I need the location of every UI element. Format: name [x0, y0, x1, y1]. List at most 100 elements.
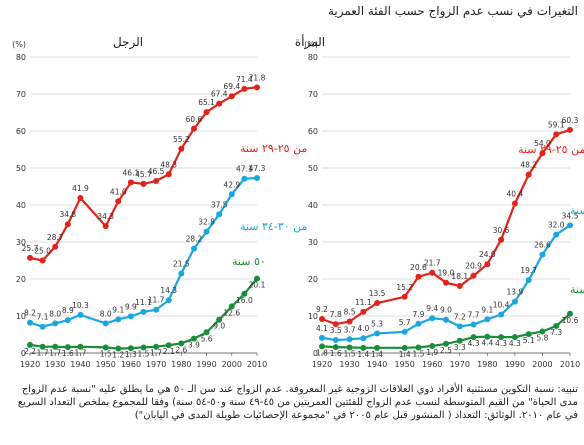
data-label: 21.5	[173, 259, 190, 268]
footnote: تنبيه: نسبة التكوين مستثنية الأفراد ذوي …	[17, 384, 578, 421]
data-point	[140, 344, 147, 351]
data-point	[254, 275, 260, 282]
data-label: 9.0	[440, 306, 452, 315]
data-label: 11.1	[135, 298, 152, 307]
data-point	[456, 337, 463, 344]
data-label: 1.5	[100, 349, 112, 358]
x-tick-label: 1950	[95, 360, 115, 369]
panel-title: المرأة	[295, 34, 325, 50]
data-point	[415, 320, 422, 327]
series-label: ٥٠ سنة	[570, 283, 584, 296]
x-tick-label: 1960	[422, 360, 442, 369]
data-label: 4.0	[357, 324, 369, 333]
data-point	[190, 335, 197, 342]
data-label: 1.7	[150, 349, 162, 358]
data-point	[190, 245, 197, 252]
data-label: 34.3	[97, 212, 114, 221]
x-tick-label: 1970	[146, 360, 166, 369]
data-point	[525, 171, 532, 178]
data-point	[27, 319, 33, 326]
y-tick-label: 30	[16, 238, 26, 247]
data-point	[115, 345, 122, 352]
y-tick-label: 60	[308, 127, 318, 136]
data-point	[332, 337, 339, 344]
data-label: 69.4	[223, 82, 240, 91]
data-label: 47.3	[249, 164, 266, 173]
data-point	[374, 330, 381, 337]
y-tick-label: 20	[308, 275, 318, 284]
data-label: 7.3	[550, 328, 562, 337]
data-point	[511, 298, 518, 305]
data-point	[27, 341, 33, 348]
data-point	[470, 272, 477, 279]
data-point	[140, 308, 147, 315]
data-point	[484, 261, 491, 268]
x-tick-label: 1930	[339, 360, 359, 369]
data-point	[254, 174, 260, 181]
series-label: من ٣٠-٣٤ سنة	[570, 204, 584, 217]
data-label: 3.3	[454, 343, 466, 352]
data-point	[539, 150, 546, 157]
data-label: 1.5	[412, 349, 424, 358]
y-tick-label: 0	[21, 349, 26, 358]
data-label: 8.0	[49, 309, 61, 318]
data-point	[178, 145, 185, 152]
data-label: 5.7	[399, 318, 411, 327]
data-label: 1.3	[125, 350, 137, 359]
data-label: 37.5	[211, 200, 228, 209]
data-point	[429, 315, 436, 322]
data-point	[216, 316, 223, 323]
y-tick-label: 70	[16, 90, 26, 99]
x-tick-label: 1920	[312, 360, 332, 369]
data-label: 10.4	[493, 301, 510, 310]
data-label: 7.2	[454, 312, 466, 321]
data-point	[511, 334, 518, 341]
data-label: 67.4	[211, 90, 228, 99]
series-line	[321, 128, 571, 326]
data-point	[525, 277, 532, 284]
data-label: 2.5	[440, 346, 452, 355]
data-label: 1.7	[37, 349, 49, 358]
data-point	[332, 321, 339, 328]
data-point	[178, 270, 185, 277]
series-label: من ٣٠-٣٤ سنة	[240, 220, 307, 233]
data-label: 1.7	[49, 349, 61, 358]
panel-title: الرجل	[113, 35, 143, 50]
data-label: 4.3	[509, 339, 521, 348]
x-tick-label: 2000	[532, 360, 552, 369]
y-tick-label: 20	[16, 275, 26, 284]
data-label: 9.9	[125, 302, 137, 311]
data-label: 2.2	[24, 347, 36, 356]
data-label: 14.3	[160, 286, 177, 295]
data-label: 8.0	[100, 309, 112, 318]
y-tick-label: 40	[16, 201, 26, 210]
data-point	[64, 221, 71, 228]
y-axis-unit: (%)	[304, 40, 318, 49]
y-tick-label: 40	[308, 201, 318, 210]
x-tick-label: 1970	[450, 360, 470, 369]
data-point	[346, 336, 353, 343]
data-label: 12.6	[223, 308, 240, 317]
series-label: من ٢٥-٢٩ سنة	[518, 143, 584, 156]
y-tick-label: 70	[308, 90, 318, 99]
data-label: 11.7	[148, 296, 165, 305]
data-label: 32.0	[548, 221, 565, 230]
data-point	[360, 335, 367, 342]
data-point	[39, 343, 46, 350]
data-label: 19.7	[520, 266, 537, 275]
data-point	[216, 100, 223, 107]
x-tick-label: 1980	[171, 360, 191, 369]
data-label: 9.0	[213, 322, 225, 331]
data-label: 46.5	[148, 167, 165, 176]
y-tick-label: 10	[16, 312, 26, 321]
data-label: 20.1	[249, 281, 266, 290]
data-point	[178, 340, 185, 347]
data-point	[374, 344, 381, 351]
data-point	[525, 331, 532, 338]
data-point	[360, 308, 367, 315]
x-tick-label: 1950	[394, 360, 414, 369]
data-point	[374, 300, 381, 307]
data-point	[127, 179, 134, 186]
data-label: 41.0	[110, 187, 127, 196]
data-point	[77, 194, 84, 201]
